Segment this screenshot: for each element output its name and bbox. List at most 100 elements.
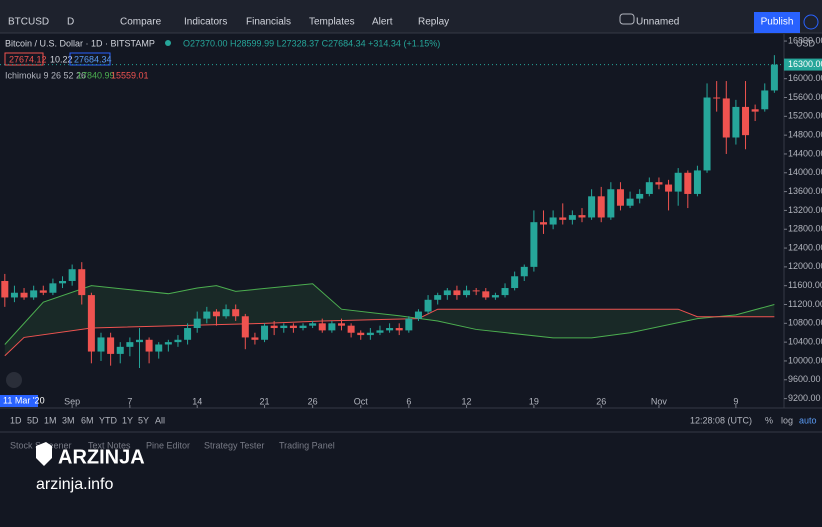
candle-body: [472, 290, 480, 292]
panel-tab[interactable]: Strategy Tester: [204, 440, 264, 450]
interval[interactable]: D: [67, 17, 74, 28]
panel-tab[interactable]: Text Notes: [88, 440, 131, 450]
symbol[interactable]: BTCUSD: [8, 17, 49, 28]
candle-body: [145, 339, 153, 352]
candle-body: [761, 90, 769, 110]
candle-body: [520, 266, 528, 277]
bid: 27674.12: [9, 54, 47, 64]
y-tick-label: 12800.00: [788, 224, 822, 234]
candle-body: [232, 309, 240, 317]
publish-label[interactable]: Publish: [761, 17, 794, 28]
toolbar-button[interactable]: Financials: [246, 17, 291, 28]
candle-body: [299, 325, 307, 329]
toolbar-button[interactable]: Compare: [120, 17, 162, 28]
ask: 27684.34: [74, 54, 112, 64]
candle-body: [241, 316, 249, 338]
candle-body: [184, 328, 192, 340]
price-badge: [784, 58, 822, 71]
candle-body: [395, 328, 403, 331]
candle-body: [722, 98, 730, 138]
candle-body: [222, 309, 230, 317]
y-tick-label: 9600.00: [788, 374, 821, 384]
spread: 10.22: [50, 54, 73, 64]
candle-body: [97, 337, 105, 352]
candle-body: [107, 337, 115, 354]
y-tick-label: 9200.00: [788, 393, 821, 403]
status-dot: [165, 40, 171, 46]
ichimoku-line: [4, 308, 775, 357]
candle-body: [549, 217, 557, 225]
layout-name[interactable]: Unnamed: [636, 17, 679, 28]
ichimoku-line: [4, 283, 775, 345]
candle-body: [616, 189, 624, 206]
range-button[interactable]: 1D: [10, 415, 22, 425]
candle-body: [1, 280, 9, 298]
toolbar-button[interactable]: Templates: [309, 17, 355, 28]
x-tick-label: 6: [406, 396, 411, 406]
candle-body: [742, 106, 750, 136]
candle-body: [674, 172, 682, 192]
range-button[interactable]: 5D: [27, 415, 39, 425]
candle-body: [164, 342, 172, 345]
auto[interactable]: auto: [799, 415, 817, 425]
range-button[interactable]: All: [155, 415, 165, 425]
candle-body: [193, 318, 201, 329]
ind-value: 15559.01: [111, 70, 149, 80]
panel-tab[interactable]: Pine Editor: [146, 440, 190, 450]
candle-body: [607, 189, 615, 218]
clock: 12:28:08 (UTC): [690, 415, 752, 425]
range-button[interactable]: YTD: [99, 415, 118, 425]
ask-box: [69, 52, 111, 66]
x-tick-label: Sep: [64, 396, 80, 406]
candle-body: [309, 323, 317, 326]
candle-body: [366, 332, 374, 336]
publish-button[interactable]: [754, 12, 800, 33]
candle-body: [568, 215, 576, 220]
candle-body: [645, 182, 653, 194]
range-button[interactable]: 1M: [44, 415, 57, 425]
panel-tab[interactable]: Trading Panel: [279, 440, 335, 450]
range-button[interactable]: 5Y: [138, 415, 149, 425]
candle-body: [530, 222, 538, 267]
candle-body: [453, 290, 461, 296]
candle-body: [713, 97, 721, 99]
replay-icon[interactable]: [803, 14, 819, 30]
legend-title: Bitcoin / U.S. Dollar · 1D · BITSTAMP: [5, 38, 155, 48]
x-tick-label: 21: [260, 396, 270, 406]
percent[interactable]: %: [765, 415, 773, 425]
candle-body: [116, 346, 124, 354]
toolbar-button[interactable]: Replay: [418, 17, 449, 28]
y-tick-label: 10400.00: [788, 337, 822, 347]
candle-body: [443, 290, 451, 296]
y-tick-label: 16000.00: [788, 73, 822, 83]
range-button[interactable]: 3M: [62, 415, 75, 425]
candle-body: [87, 295, 95, 352]
x-tick-label: Nov: [651, 396, 668, 406]
x-tick-label: 14: [192, 396, 202, 406]
candle-body: [626, 198, 634, 206]
log[interactable]: log: [781, 415, 793, 425]
candle-body: [751, 109, 759, 112]
candle-body: [501, 288, 509, 296]
range-button[interactable]: 6M: [81, 415, 94, 425]
toolbar: [0, 0, 822, 33]
range-button[interactable]: 1Y: [122, 415, 133, 425]
candle-body: [357, 332, 365, 336]
candle-body: [30, 290, 38, 298]
candle-body: [289, 325, 297, 329]
x-tick-label: 19: [529, 396, 539, 406]
candle-body: [414, 311, 422, 319]
candle-body: [261, 325, 269, 340]
y-axis-label: USD: [796, 38, 816, 48]
y-tick-label: 14800.00: [788, 130, 822, 140]
toolbar-button[interactable]: Alert: [372, 17, 393, 28]
y-tick-label: 16800.00: [788, 35, 822, 45]
candle-body: [770, 64, 778, 91]
candle-body: [405, 318, 413, 331]
toolbar-button[interactable]: Indicators: [184, 17, 227, 28]
candle-body: [68, 269, 76, 281]
date-badge: [0, 395, 38, 407]
